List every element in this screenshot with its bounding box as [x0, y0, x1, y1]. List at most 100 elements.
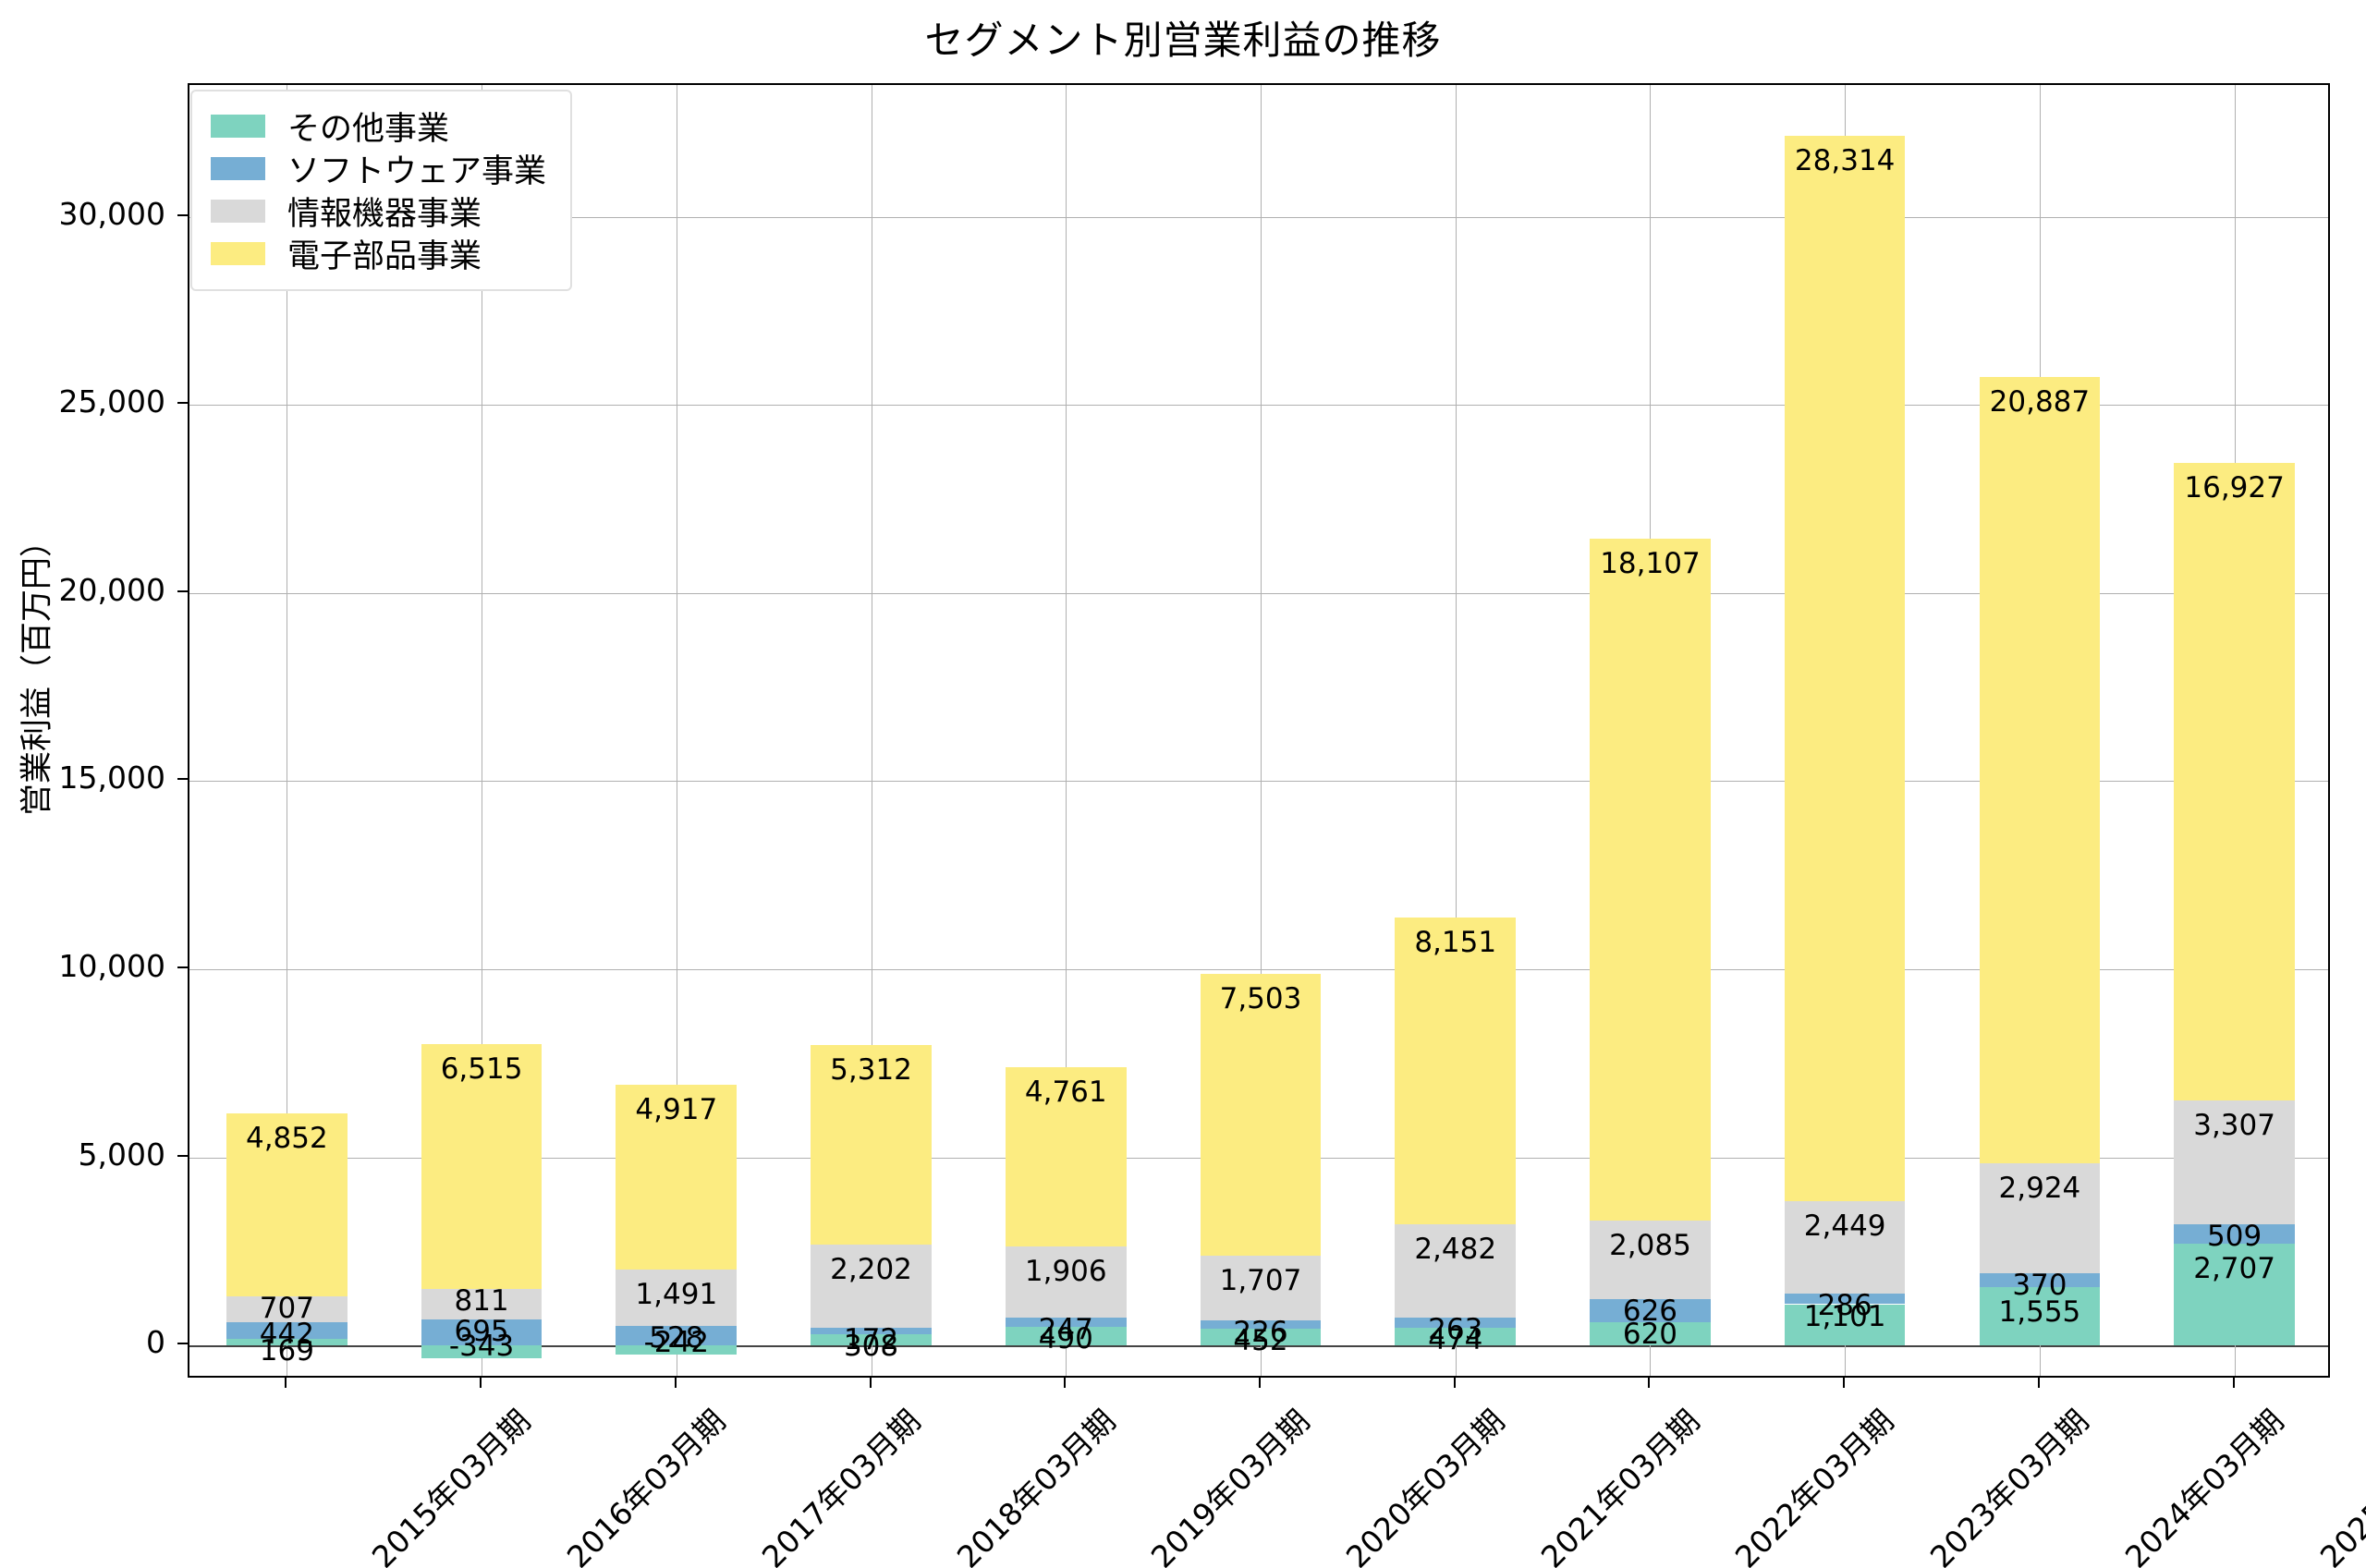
x-axis-tick-mark: [2037, 1378, 2040, 1388]
bar-segment[interactable]: [1784, 1293, 1906, 1305]
x-axis-tick-mark: [285, 1378, 287, 1388]
y-axis-tick-mark: [177, 778, 188, 781]
x-axis-tick-label: 2021年03月期: [1533, 1402, 1707, 1568]
gridline-vertical: [1455, 85, 1457, 1376]
x-axis-tick-label: 2025年03月期: [2312, 1402, 2366, 1568]
bar-segment[interactable]: [616, 1345, 738, 1355]
bar-value-label: 1,707: [1219, 1264, 1302, 1298]
bar-segment[interactable]: [1979, 1272, 2101, 1287]
bar-segment[interactable]: [1590, 1322, 1711, 1346]
bar-segment[interactable]: [2174, 463, 2295, 1100]
bar-segment[interactable]: [1200, 1256, 1322, 1320]
bar-group[interactable]: [811, 85, 932, 1380]
gridline-horizontal: [189, 405, 2328, 407]
bar-segment[interactable]: [1200, 1319, 1322, 1329]
bar-segment[interactable]: [2174, 1100, 2295, 1225]
bar-group[interactable]: [226, 85, 348, 1380]
bar-segment[interactable]: [1005, 1318, 1127, 1328]
bar-segment[interactable]: [1395, 1224, 1517, 1319]
bar-value-label: 247: [1038, 1313, 1093, 1347]
bar-segment[interactable]: [226, 1113, 348, 1296]
x-axis-tick-label: 2022年03月期: [1728, 1402, 1901, 1568]
bar-value-label: -242: [643, 1326, 709, 1360]
bar-segment[interactable]: [226, 1295, 348, 1323]
bar-segment[interactable]: [1590, 539, 1711, 1221]
bar-value-label: 286: [1817, 1288, 1872, 1322]
y-axis-tick-label: 20,000: [58, 571, 165, 608]
bar-segment[interactable]: [616, 1084, 738, 1270]
bar-value-label: 1,101: [1803, 1299, 1886, 1333]
bar-value-label: 2,449: [1803, 1209, 1886, 1244]
bar-segment[interactable]: [226, 1322, 348, 1340]
bar-segment[interactable]: [1200, 1328, 1322, 1346]
bar-segment[interactable]: [1590, 1298, 1711, 1323]
y-axis-tick-mark: [177, 213, 188, 216]
bar-segment[interactable]: [1590, 1220, 1711, 1299]
bar-value-label: 6,515: [440, 1051, 523, 1086]
legend-item[interactable]: ソフトウェア事業: [211, 147, 546, 190]
legend-item[interactable]: その他事業: [211, 104, 546, 148]
bar-segment[interactable]: [616, 1325, 738, 1346]
y-axis-tick-label: 5,000: [78, 1136, 165, 1173]
bar-segment[interactable]: [421, 1289, 543, 1320]
bar-group[interactable]: [1784, 85, 1906, 1380]
legend-item[interactable]: 電子部品事業: [211, 232, 546, 275]
bar-segment[interactable]: [2174, 1244, 2295, 1346]
y-axis-tick-label: 10,000: [58, 948, 165, 985]
x-axis-tick-label: 2024年03月期: [2117, 1402, 2291, 1568]
bar-segment[interactable]: [1784, 1304, 1906, 1346]
bar-segment[interactable]: [811, 1327, 932, 1334]
plot-area: 169 442 707 4,852 -343 695 811 6,515 -242 528 1,49…: [188, 83, 2330, 1378]
bar-segment[interactable]: [1005, 1066, 1127, 1246]
bar-value-label: 474: [1428, 1323, 1483, 1357]
bar-segment[interactable]: [1979, 1287, 2101, 1346]
bar-segment[interactable]: [616, 1270, 738, 1326]
bar-group[interactable]: [421, 85, 543, 1380]
bar-value-label: 620: [1622, 1318, 1678, 1352]
bar-group[interactable]: [1395, 85, 1517, 1380]
y-axis-tick-label: 25,000: [58, 383, 165, 420]
legend-color-swatch: [211, 241, 265, 265]
bar-value-label: 226: [1233, 1315, 1288, 1349]
y-axis-tick-mark: [177, 1154, 188, 1157]
bar-group[interactable]: [616, 85, 738, 1380]
bar-group[interactable]: [2174, 85, 2295, 1380]
bar-segment[interactable]: [1005, 1246, 1127, 1319]
x-axis-tick-label: 2019年03月期: [1144, 1402, 1317, 1568]
bar-group[interactable]: [1979, 85, 2101, 1380]
bar-value-label: 308: [843, 1329, 899, 1363]
bar-segment[interactable]: [2174, 1224, 2295, 1245]
bar-segment[interactable]: [1005, 1327, 1127, 1346]
bar-value-label: 370: [2012, 1268, 2067, 1302]
bar-segment[interactable]: [1784, 1201, 1906, 1294]
bar-value-label: 707: [259, 1291, 314, 1325]
legend-item[interactable]: 情報機器事業: [211, 189, 546, 233]
bar-segment[interactable]: [421, 1319, 543, 1346]
bar-segment[interactable]: [811, 1245, 932, 1328]
bar-value-label: 20,887: [1989, 385, 2091, 419]
bar-value-label: 2,482: [1414, 1233, 1497, 1267]
bar-segment[interactable]: [811, 1044, 932, 1246]
bar-segment[interactable]: [1395, 1318, 1517, 1329]
bar-segment[interactable]: [811, 1333, 932, 1346]
bar-group[interactable]: [1005, 85, 1127, 1380]
bar-segment[interactable]: [421, 1345, 543, 1359]
legend-color-swatch: [211, 199, 265, 223]
x-axis-tick-label: 2017年03月期: [754, 1402, 928, 1568]
bar-segment[interactable]: [1979, 1162, 2101, 1273]
bar-group[interactable]: [1200, 85, 1322, 1380]
bar-segment[interactable]: [1395, 1328, 1517, 1346]
bar-segment[interactable]: [1200, 973, 1322, 1257]
bar-segment[interactable]: [1784, 135, 1906, 1202]
bar-group[interactable]: [1590, 85, 1711, 1380]
bar-segment[interactable]: [226, 1339, 348, 1346]
bar-segment[interactable]: [1395, 918, 1517, 1225]
bar-segment[interactable]: [421, 1043, 543, 1289]
y-axis-tick-label: 30,000: [58, 195, 165, 232]
x-axis-tick-mark: [1843, 1378, 1846, 1388]
bar-segment[interactable]: [1979, 377, 2101, 1163]
gridline-vertical: [1066, 85, 1067, 1376]
x-axis-tick-label: 2016年03月期: [559, 1402, 733, 1568]
x-axis-tick-mark: [480, 1378, 482, 1388]
